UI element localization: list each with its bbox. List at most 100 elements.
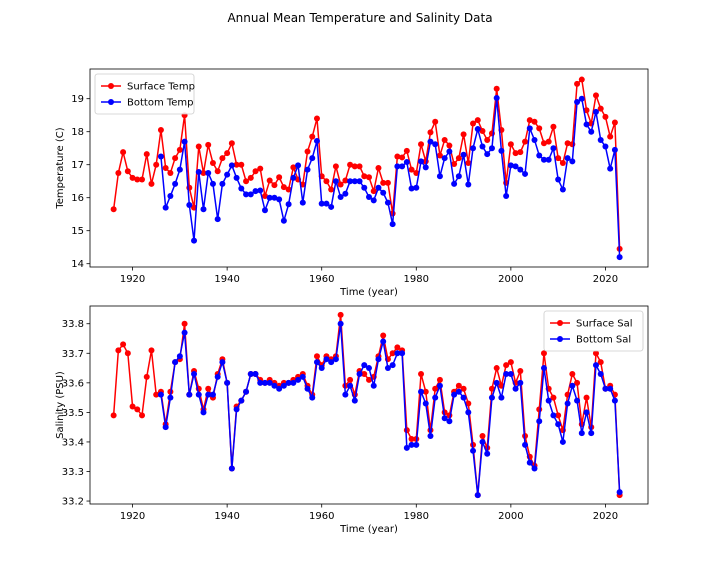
sal-data-point bbox=[162, 424, 169, 431]
temp-data-point bbox=[394, 153, 401, 160]
temp-data-point bbox=[172, 155, 179, 162]
sal-data-point bbox=[342, 391, 349, 398]
sal-data-point bbox=[233, 406, 240, 413]
sal-x-tick-label: 1920 bbox=[120, 511, 145, 522]
sal-data-point bbox=[186, 391, 193, 398]
sal-data-point bbox=[295, 376, 302, 383]
sal-data-point bbox=[351, 397, 358, 404]
sal-legend-box bbox=[543, 310, 644, 352]
sal-data-point bbox=[569, 370, 576, 377]
temp-data-point bbox=[228, 140, 235, 147]
temp-data-point bbox=[134, 176, 141, 183]
temp-data-point bbox=[526, 117, 533, 124]
temp-data-point bbox=[219, 180, 226, 187]
temp-data-point bbox=[578, 95, 585, 102]
sal-data-point bbox=[389, 362, 396, 369]
temp-data-point bbox=[124, 168, 131, 175]
temp-data-point bbox=[167, 193, 174, 200]
temp-data-point bbox=[285, 186, 292, 193]
temp-data-point bbox=[261, 193, 268, 200]
temp-data-point bbox=[266, 194, 273, 201]
temp-data-point bbox=[195, 168, 202, 175]
sal-data-point bbox=[574, 397, 581, 404]
sal-data-point bbox=[313, 359, 320, 366]
sal-data-point bbox=[361, 362, 368, 369]
temp-data-point bbox=[522, 138, 529, 145]
temp-data-point bbox=[394, 163, 401, 170]
sal-data-point bbox=[460, 385, 467, 392]
temp-data-point bbox=[512, 150, 519, 157]
temp-data-point bbox=[205, 141, 212, 148]
temp-data-point bbox=[611, 146, 618, 153]
sal-data-point bbox=[148, 347, 155, 354]
sal-data-point bbox=[611, 397, 618, 404]
sal-data-point bbox=[592, 350, 599, 357]
temp-data-point bbox=[427, 129, 434, 136]
sal-data-point bbox=[252, 370, 259, 377]
temp-data-point bbox=[616, 254, 623, 261]
sal-data-point bbox=[191, 370, 198, 377]
temp-data-point bbox=[531, 118, 538, 125]
sal-data-point bbox=[479, 433, 486, 440]
temp-data-point bbox=[195, 143, 202, 150]
temp-legend: Surface Temp Bottom Temp bbox=[94, 73, 195, 115]
temp-data-point bbox=[176, 166, 183, 173]
temp-data-point bbox=[441, 136, 448, 143]
sal-data-point bbox=[337, 311, 344, 318]
temp-data-point bbox=[280, 217, 287, 224]
temp-data-point bbox=[148, 180, 155, 187]
temp-data-point bbox=[285, 201, 292, 208]
temp-data-point bbox=[574, 99, 581, 105]
temp-data-point bbox=[441, 155, 448, 162]
sal-data-point bbox=[512, 385, 519, 392]
sal-data-point bbox=[517, 368, 524, 375]
temp-data-point bbox=[493, 85, 500, 92]
sal-data-point bbox=[550, 394, 557, 401]
sal-data-point bbox=[224, 379, 231, 386]
temp-legend-box bbox=[94, 73, 195, 115]
temp-data-point bbox=[384, 179, 391, 186]
temp-legend-marker bbox=[108, 99, 114, 105]
sal-data-point bbox=[394, 344, 401, 351]
temp-data-point bbox=[257, 187, 264, 194]
temp-data-point bbox=[399, 163, 406, 170]
temp-data-point bbox=[337, 194, 344, 201]
temp-data-point bbox=[243, 191, 250, 198]
temp-data-point bbox=[583, 121, 590, 128]
sal-data-point bbox=[455, 388, 462, 395]
sal-data-point bbox=[115, 347, 122, 354]
temp-data-point bbox=[252, 188, 259, 195]
temp-data-point bbox=[418, 158, 425, 165]
sal-data-point bbox=[583, 409, 590, 416]
sal-data-point bbox=[441, 415, 448, 422]
sal-data-point bbox=[569, 382, 576, 389]
sal-data-point bbox=[266, 379, 273, 386]
sal-data-point bbox=[304, 385, 311, 392]
temp-data-point bbox=[451, 180, 458, 187]
sal-data-point bbox=[318, 365, 325, 372]
sal-data-point bbox=[536, 406, 543, 413]
temp-data-point bbox=[436, 173, 443, 180]
sal-data-point bbox=[370, 382, 377, 389]
temp-data-point bbox=[110, 206, 117, 213]
sal-legend-label: Surface Sal bbox=[576, 319, 633, 330]
temp-data-point bbox=[531, 136, 538, 143]
sal-axes-frame bbox=[89, 305, 649, 505]
temp-data-point bbox=[522, 170, 529, 177]
temp-data-point bbox=[545, 156, 552, 163]
temp-data-point bbox=[181, 138, 188, 145]
temp-x-axis-label: Time (year) bbox=[339, 287, 398, 298]
sal-y-tick-label: 33.5 bbox=[62, 408, 84, 419]
sal-data-point bbox=[347, 376, 354, 383]
sal-data-point bbox=[536, 418, 543, 425]
sal-data-point bbox=[139, 412, 146, 419]
temp-y-tick-label: 16 bbox=[71, 193, 84, 204]
temp-data-point bbox=[214, 168, 221, 175]
temp-data-point bbox=[536, 152, 543, 159]
sal-data-point bbox=[488, 394, 495, 401]
sal-y-tick-label: 33.8 bbox=[62, 319, 84, 330]
temp-data-point bbox=[507, 162, 514, 169]
temp-data-point bbox=[323, 178, 330, 185]
temp-data-point bbox=[555, 176, 562, 183]
